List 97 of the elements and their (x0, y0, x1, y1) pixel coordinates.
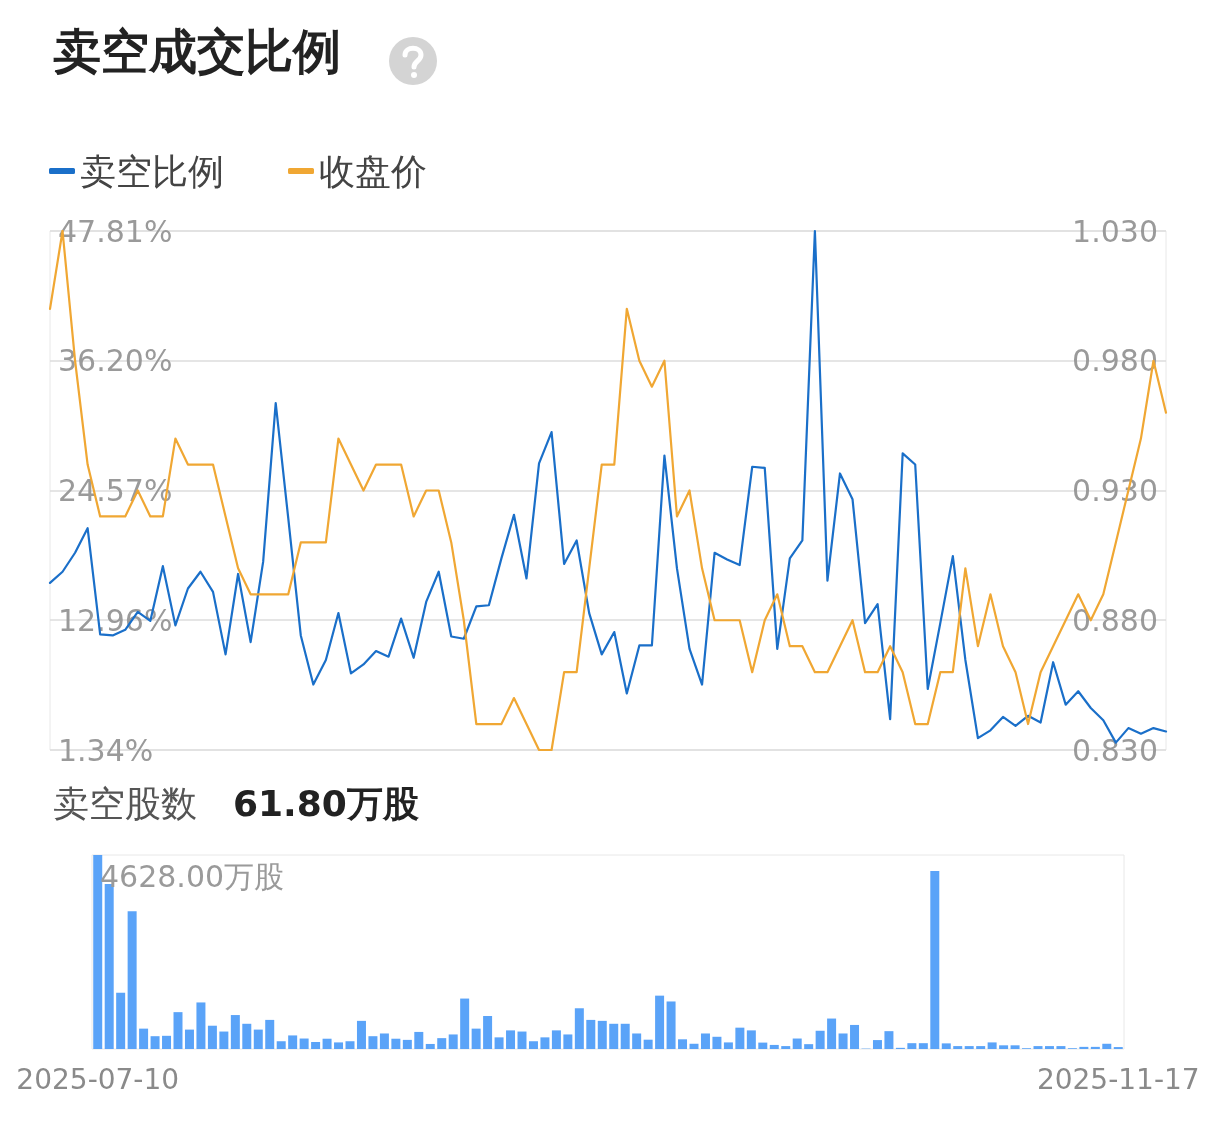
bar (448, 1034, 458, 1049)
bar (964, 1046, 974, 1049)
legend-label: 卖空比例 (80, 150, 224, 192)
bar (299, 1038, 309, 1049)
bar (586, 1019, 596, 1049)
bar (941, 1043, 951, 1049)
bar (219, 1031, 229, 1049)
bar (643, 1039, 653, 1049)
bar (574, 1008, 584, 1049)
bar (1044, 1046, 1054, 1049)
bar (288, 1035, 298, 1049)
y2-tick-label: 1.030 (1072, 213, 1158, 249)
bar (838, 1033, 848, 1049)
bar (551, 1030, 561, 1049)
bar (230, 1015, 240, 1049)
bar (976, 1046, 986, 1049)
bar (391, 1038, 401, 1049)
bar (379, 1033, 389, 1049)
bar (1102, 1043, 1112, 1049)
y2-tick-label: 0.830 (1072, 732, 1158, 768)
chart-title: 卖空股数 (53, 782, 197, 824)
bar (506, 1030, 516, 1049)
bar (609, 1023, 619, 1049)
y-tick-label: 47.81% (58, 213, 173, 249)
bar (1079, 1046, 1089, 1049)
legend-label: 收盘价 (319, 150, 427, 192)
bar (93, 855, 103, 1049)
bar (1056, 1046, 1066, 1049)
bar (712, 1036, 722, 1049)
bar (540, 1037, 550, 1049)
bar (127, 911, 137, 1049)
bar (1090, 1046, 1100, 1049)
x-tick-label: 2025-07-10 (16, 1062, 180, 1096)
bar (930, 870, 940, 1049)
bar (758, 1042, 768, 1049)
bar (368, 1036, 378, 1049)
bar (781, 1046, 791, 1049)
bar (632, 1033, 642, 1049)
bar (483, 1016, 493, 1049)
chart-subtitle: 61.80万股 (233, 782, 419, 824)
bar (311, 1042, 321, 1049)
y-tick-label: 1.34% (58, 732, 154, 768)
bar (265, 1019, 275, 1049)
bar (1010, 1045, 1020, 1049)
bar (184, 1029, 194, 1049)
bar (334, 1042, 344, 1049)
bar (666, 1001, 676, 1049)
bar (700, 1033, 710, 1049)
bar (414, 1031, 424, 1049)
bar (735, 1027, 745, 1049)
bar (196, 1002, 206, 1049)
bar (322, 1038, 332, 1049)
bar (356, 1020, 366, 1049)
bar (907, 1043, 917, 1049)
bar (517, 1031, 527, 1049)
bar (528, 1041, 538, 1049)
bar (139, 1028, 149, 1049)
bar (425, 1043, 435, 1049)
bar (872, 1040, 882, 1049)
y2-tick-label: 0.980 (1072, 343, 1158, 379)
y2-tick-label: 0.880 (1072, 602, 1158, 638)
bar (597, 1020, 607, 1049)
bar (792, 1038, 802, 1049)
bar (655, 995, 665, 1049)
bar (918, 1043, 928, 1049)
bar (471, 1028, 481, 1049)
bar (402, 1039, 412, 1049)
bar (746, 1030, 756, 1049)
bar (804, 1044, 814, 1049)
bar (678, 1039, 688, 1049)
bar (769, 1044, 779, 1049)
bar (850, 1024, 860, 1049)
bar (563, 1034, 573, 1049)
bar (620, 1023, 630, 1049)
bar (987, 1042, 997, 1049)
bar (884, 1031, 894, 1049)
bar (276, 1041, 286, 1049)
bar (173, 1012, 183, 1049)
bar (1033, 1046, 1043, 1049)
bar (689, 1043, 699, 1049)
x-tick-label: 2025-11-17 (1036, 1062, 1200, 1096)
bar (815, 1030, 825, 1049)
bar (150, 1036, 160, 1049)
bar (999, 1045, 1009, 1049)
bar (723, 1042, 733, 1049)
bar (345, 1041, 355, 1049)
bar (953, 1046, 963, 1049)
bar (827, 1018, 837, 1049)
bar (116, 992, 126, 1049)
bar (207, 1025, 217, 1049)
bar (162, 1035, 172, 1049)
bar (437, 1038, 447, 1049)
chart-title: 卖空成交比例 (53, 23, 341, 79)
bar (460, 998, 470, 1049)
bar (494, 1037, 504, 1049)
bar (242, 1023, 252, 1049)
bar (253, 1029, 263, 1049)
